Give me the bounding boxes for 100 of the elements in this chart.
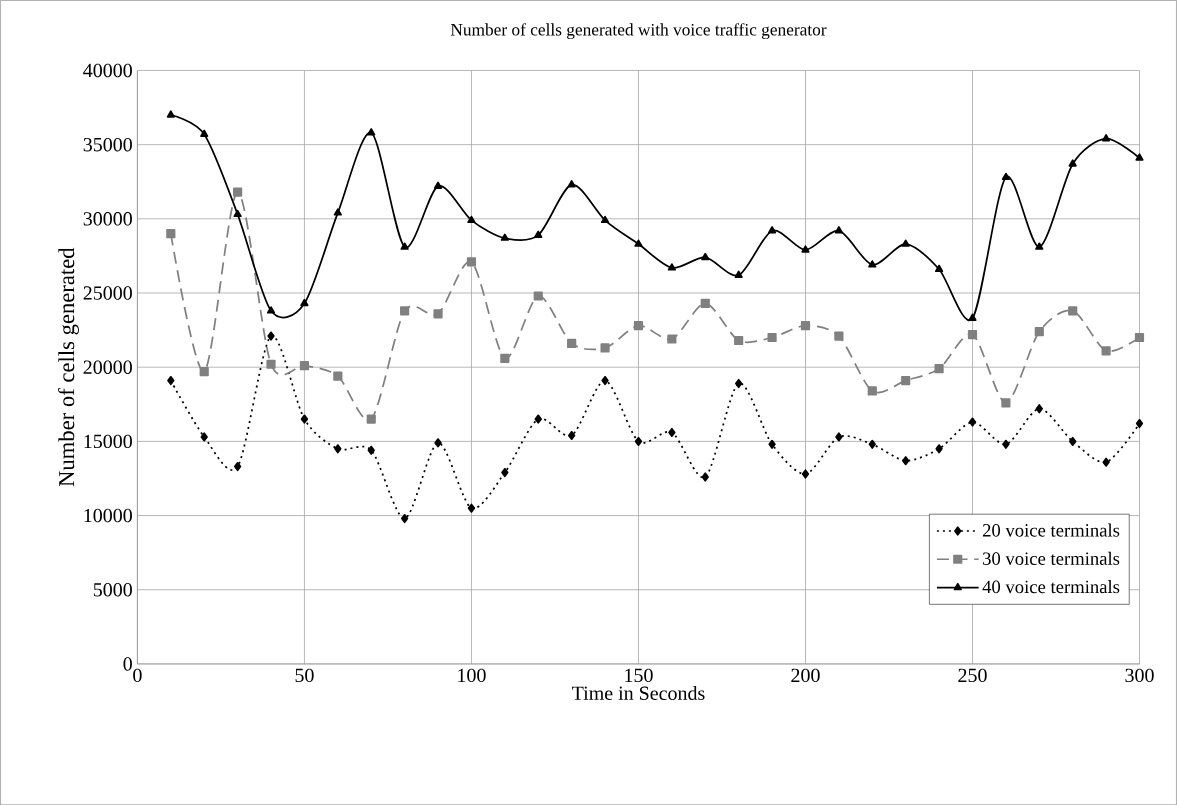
point xyxy=(768,439,776,449)
point xyxy=(333,371,343,381)
point xyxy=(734,270,743,278)
point xyxy=(600,343,610,353)
point xyxy=(935,444,943,454)
y-tick-label: 0 xyxy=(123,657,132,671)
point xyxy=(299,360,310,371)
point xyxy=(266,359,276,369)
point xyxy=(902,455,910,466)
point xyxy=(534,414,542,424)
point xyxy=(767,225,777,234)
point xyxy=(901,375,911,385)
chart-title: Number of cells generated with voice traffic generator xyxy=(450,23,827,39)
y-tick-label: 5000 xyxy=(93,582,132,597)
point xyxy=(434,438,442,448)
x-tick-label: 250 xyxy=(958,668,987,682)
point xyxy=(534,230,543,238)
point xyxy=(1069,436,1077,446)
point xyxy=(1068,306,1078,316)
point xyxy=(835,432,843,442)
point xyxy=(466,257,477,267)
point xyxy=(501,467,509,477)
point xyxy=(1035,403,1043,414)
legend-label: 20 voice terminals xyxy=(982,523,1120,537)
point xyxy=(601,375,609,385)
point xyxy=(868,439,876,449)
point xyxy=(267,331,275,341)
point xyxy=(633,320,644,331)
point xyxy=(567,338,577,348)
y-tick-label: 40000 xyxy=(83,63,132,78)
point xyxy=(1034,326,1044,337)
x-tick-label: 150 xyxy=(625,668,653,682)
x-tick-label: 300 xyxy=(1125,668,1154,682)
point xyxy=(199,366,209,377)
point xyxy=(400,513,409,523)
y-axis-title: Number of cells generated xyxy=(58,247,79,487)
point xyxy=(634,436,643,446)
point xyxy=(868,260,877,268)
point xyxy=(968,313,977,321)
x-tick-label: 200 xyxy=(791,668,820,682)
point xyxy=(1134,332,1145,342)
point xyxy=(834,331,844,341)
legend-label: 40 voice terminals xyxy=(982,579,1120,594)
point xyxy=(1102,457,1110,467)
point xyxy=(934,363,944,374)
y-tick-label: 20000 xyxy=(83,360,132,374)
x-axis-title: Time in Seconds xyxy=(572,685,705,700)
point xyxy=(500,353,510,363)
point xyxy=(167,375,175,385)
point xyxy=(366,414,376,424)
point xyxy=(233,209,242,217)
point xyxy=(567,179,576,188)
x-tick-label: 0 xyxy=(133,668,142,682)
point xyxy=(667,263,676,271)
y-tick-label: 30000 xyxy=(83,211,132,226)
point xyxy=(400,306,410,316)
point xyxy=(1135,418,1144,429)
x-tick-label: 100 xyxy=(458,668,486,682)
x-tick-label: 50 xyxy=(295,668,314,682)
point xyxy=(968,417,977,427)
point xyxy=(701,252,710,260)
point xyxy=(668,427,676,437)
point xyxy=(1101,346,1111,356)
point xyxy=(967,329,978,339)
point xyxy=(700,298,710,308)
y-tick-label: 35000 xyxy=(83,137,132,152)
point xyxy=(400,242,409,250)
point xyxy=(200,129,209,137)
point xyxy=(834,225,843,234)
point xyxy=(367,128,376,136)
point xyxy=(300,298,309,306)
point xyxy=(801,469,810,479)
point xyxy=(767,332,777,342)
point xyxy=(200,432,208,442)
point xyxy=(934,264,944,272)
point xyxy=(1001,398,1011,408)
point xyxy=(166,110,175,118)
point xyxy=(166,228,176,239)
point xyxy=(333,208,342,216)
point xyxy=(533,291,543,301)
point xyxy=(1068,159,1077,167)
point xyxy=(1002,439,1010,449)
point xyxy=(634,239,643,247)
point xyxy=(334,444,342,454)
y-tick-label: 10000 xyxy=(84,508,132,523)
point xyxy=(467,503,476,513)
point xyxy=(735,378,743,388)
point xyxy=(1102,133,1111,142)
point xyxy=(467,215,476,223)
point xyxy=(734,335,744,345)
point xyxy=(300,414,309,424)
point xyxy=(433,309,443,319)
point xyxy=(266,306,276,314)
point xyxy=(433,181,443,189)
point xyxy=(567,430,576,440)
point xyxy=(867,386,877,396)
point xyxy=(233,461,242,472)
point xyxy=(1135,153,1144,161)
point xyxy=(901,239,910,247)
point xyxy=(667,334,677,344)
